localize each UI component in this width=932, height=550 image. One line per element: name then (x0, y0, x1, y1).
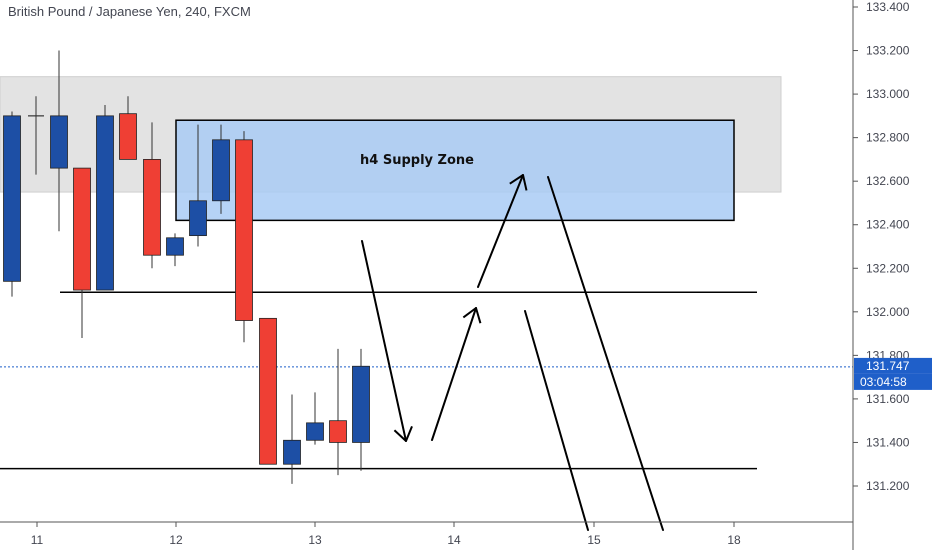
candle (306, 392, 324, 445)
bar-countdown-label: 03:04:58 (860, 375, 907, 389)
candles-layer (3, 50, 370, 484)
bullish-candle-body (166, 237, 184, 256)
price-tick-label: 132.400 (866, 218, 910, 232)
bullish-candle-body (189, 200, 207, 237)
candle (119, 96, 137, 160)
zones-layer: h4 Supply Zone (0, 76, 782, 222)
candle (50, 50, 68, 232)
arrow-head-icon (393, 425, 413, 442)
trend-arrow-line[interactable] (524, 310, 589, 531)
price-tick-label: 131.600 (866, 392, 910, 406)
arrows-layer (361, 174, 664, 531)
price-tick-label: 132.800 (866, 131, 910, 145)
candle (352, 348, 370, 471)
candle (166, 233, 184, 267)
bearish-candle-body (73, 167, 91, 291)
bullish-candle-body (3, 115, 21, 282)
price-tick-label: 132.200 (866, 261, 910, 275)
time-tick-label: 13 (308, 533, 322, 547)
time-tick-label: 15 (587, 533, 601, 547)
time-tick-label: 12 (169, 533, 183, 547)
horizontal-lines-layer (0, 291, 853, 470)
countdown-tag (854, 373, 932, 390)
bearish-candle-body (329, 420, 347, 443)
bearish-candle-body (143, 159, 161, 256)
price-tick-label: 131.400 (866, 435, 910, 449)
bullish-candle-body (96, 115, 114, 291)
price-tick-label: 131.200 (866, 479, 910, 493)
time-tick-label: 11 (31, 533, 44, 547)
candle (73, 167, 91, 338)
bullish-candle-body (212, 139, 230, 202)
candle (212, 124, 230, 214)
price-tick-label: 132.600 (866, 174, 910, 188)
price-tick-label: 133.400 (866, 0, 910, 14)
bearish-candle-body (259, 317, 277, 465)
candle (143, 122, 161, 269)
trend-arrow-line[interactable] (361, 240, 407, 442)
supply-zone-label: h4 Supply Zone (360, 153, 474, 168)
time-axis[interactable]: 11 12 13 14 15 18 (0, 521, 853, 547)
bullish-candle-body (50, 115, 68, 169)
candle (96, 104, 114, 291)
bullish-candle-body (283, 439, 301, 465)
time-tick-label: 14 (447, 533, 461, 547)
bearish-candle-body (119, 113, 137, 160)
supply-zone-box[interactable] (175, 119, 735, 222)
trend-arrow-line[interactable] (477, 174, 524, 288)
candle (28, 96, 44, 175)
bearish-candle-body (235, 139, 253, 321)
last-price-tag (854, 357, 932, 374)
price-tick-label: 133.000 (866, 87, 910, 101)
candle (283, 394, 301, 484)
candle (235, 131, 253, 343)
bullish-candle-body (352, 365, 370, 443)
time-tick-label: 18 (727, 533, 741, 547)
candle (329, 348, 347, 476)
candle (189, 124, 207, 247)
price-tick-label: 132.000 (866, 305, 910, 319)
arrow-head-icon (462, 307, 482, 324)
price-tick-label: 133.200 (866, 44, 910, 58)
trend-arrow-line[interactable] (431, 307, 477, 441)
candle (3, 111, 21, 297)
trend-arrow-line[interactable] (547, 176, 664, 531)
price-axis[interactable]: 133.400 133.200 133.000 132.800 132.600 132.4… (852, 0, 932, 550)
last-price-label: 131.747 (866, 359, 910, 373)
candle (259, 317, 277, 465)
arrow-head-icon (509, 174, 528, 191)
chart-title: British Pound / Japanese Yen, 240, FXCM (8, 4, 251, 19)
bullish-candle-body (306, 422, 324, 441)
